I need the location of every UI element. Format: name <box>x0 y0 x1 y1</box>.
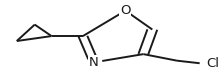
Text: Cl: Cl <box>206 57 219 70</box>
Text: N: N <box>89 56 99 69</box>
Text: O: O <box>120 4 131 17</box>
